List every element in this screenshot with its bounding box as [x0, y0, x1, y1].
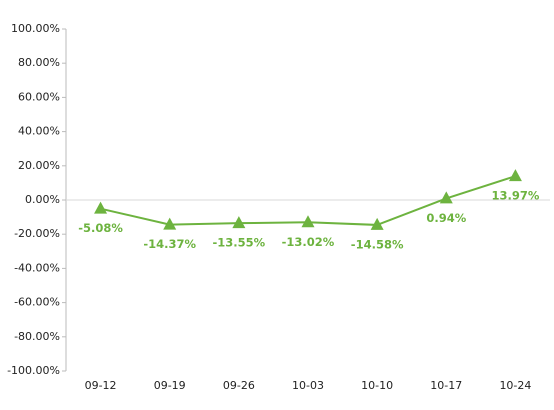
marker	[94, 201, 108, 214]
x-tick-label: 09-19	[154, 379, 186, 392]
y-tick-label: -20.00%	[14, 227, 60, 240]
x-tick-label: 10-17	[430, 379, 462, 392]
marker	[301, 215, 315, 228]
data-label: -14.58%	[351, 237, 404, 251]
y-tick-label: -80.00%	[14, 330, 60, 343]
data-label: 0.94%	[426, 211, 466, 225]
marker	[163, 217, 177, 230]
y-tick-label: 100.00%	[11, 22, 60, 35]
y-tick-label: 60.00%	[18, 90, 60, 103]
marker	[232, 216, 246, 229]
x-tick-label: 10-03	[292, 379, 324, 392]
y-tick-label: 20.00%	[18, 159, 60, 172]
marker	[508, 169, 522, 182]
marker	[370, 217, 384, 230]
x-tick-label: 09-12	[85, 379, 117, 392]
data-label: -5.08%	[78, 221, 123, 235]
y-tick-label: -40.00%	[14, 261, 60, 274]
data-label: -13.55%	[213, 236, 266, 250]
y-tick-label: 40.00%	[18, 125, 60, 138]
y-tick-label: -100.00%	[7, 364, 60, 377]
data-label: -14.37%	[143, 237, 196, 251]
x-tick-label: 10-24	[499, 379, 531, 392]
x-tick-label: 10-10	[361, 379, 393, 392]
data-label: 13.97%	[491, 189, 539, 203]
marker	[439, 191, 453, 204]
x-tick-label: 09-26	[223, 379, 255, 392]
y-tick-label: 80.00%	[18, 56, 60, 69]
y-tick-label: -60.00%	[14, 296, 60, 309]
data-label: -13.02%	[282, 235, 335, 249]
y-tick-label: 0.00%	[25, 193, 60, 206]
